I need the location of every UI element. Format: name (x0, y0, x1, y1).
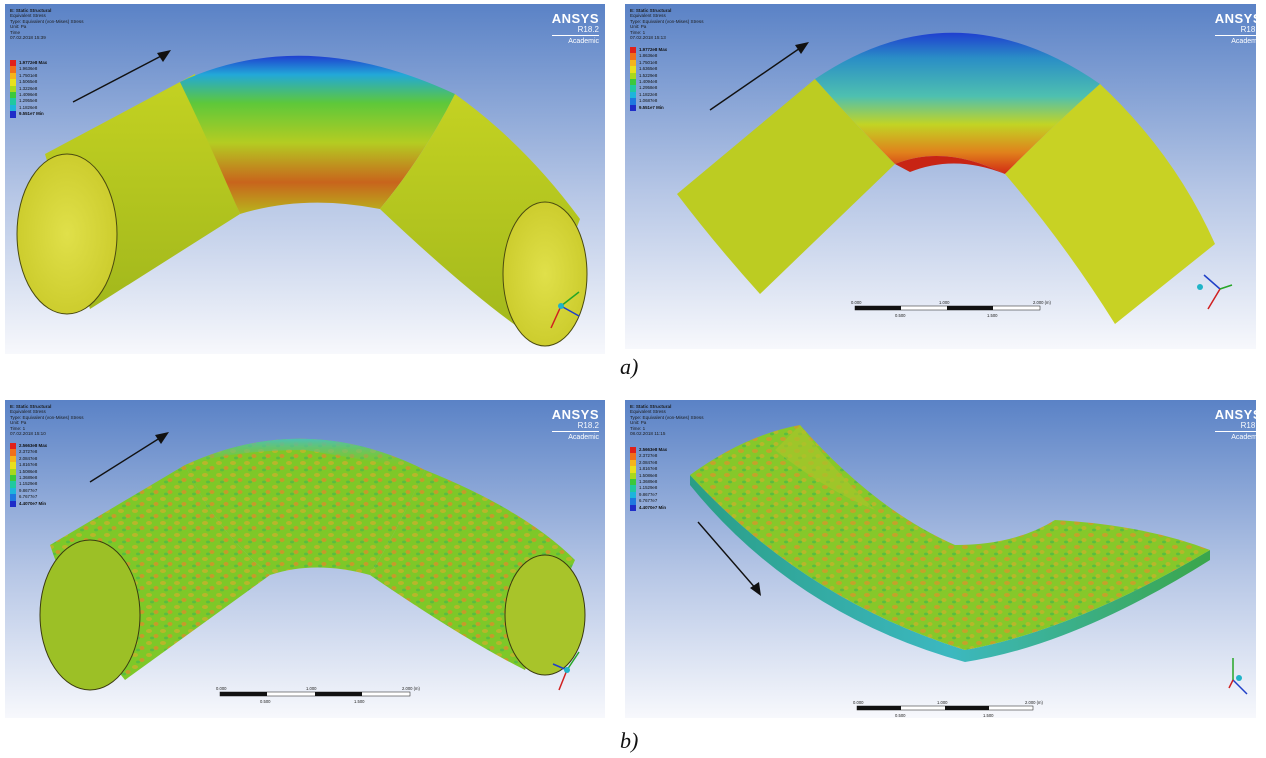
scale-bar (854, 305, 1041, 311)
stress-render (5, 4, 605, 354)
stress-legend: 1.9772e8 Max 1.9636e8 1.7501e8 1.5065e8 … (10, 60, 47, 118)
ansys-logo: ANSYS R18.2 Academic (551, 11, 599, 45)
ansys-logo: ANSYS R18.2 Academic (551, 407, 599, 441)
caption-b: b) (620, 728, 639, 753)
stress-legend: 2.5663e8 Max 2.3727e8 2.0847e8 1.8167e8 … (630, 447, 667, 511)
fea-panel-a-right: E: Static Structural Equivalent Stress T… (625, 4, 1256, 349)
caption-a: a) (620, 354, 639, 379)
result-header: E: Static Structural Equivalent Stress T… (630, 8, 704, 41)
ansys-logo: ANSYS R18.2 Academic (1214, 12, 1256, 46)
result-header: E: Static Structural Equivalent Stress T… (10, 404, 84, 437)
scale-bar (219, 691, 411, 697)
fea-panel-a-left: E: Static Structural Equivalent Stress T… (5, 4, 605, 354)
fea-panel-b-left: E: Static Structural Equivalent Stress T… (5, 400, 605, 718)
stress-render (5, 400, 605, 718)
result-header: E: Static Structural Equivalent Stress T… (10, 8, 84, 41)
stress-render (625, 4, 1256, 349)
fea-panel-b-right: E: Static Structural Equivalent Stress T… (625, 400, 1256, 718)
stress-legend: 1.9772e8 Max 1.8636e8 1.7501e8 1.6365e8 … (630, 47, 667, 111)
ansys-logo: ANSYS R18.2 Academic (1214, 408, 1256, 442)
result-header: E: Static Structural Equivalent Stress T… (630, 404, 704, 437)
stress-render (625, 400, 1256, 718)
scale-bar (856, 705, 1034, 711)
stress-legend: 2.5663e8 Max 2.3727e8 2.0847e8 1.8167e8 … (10, 443, 47, 507)
